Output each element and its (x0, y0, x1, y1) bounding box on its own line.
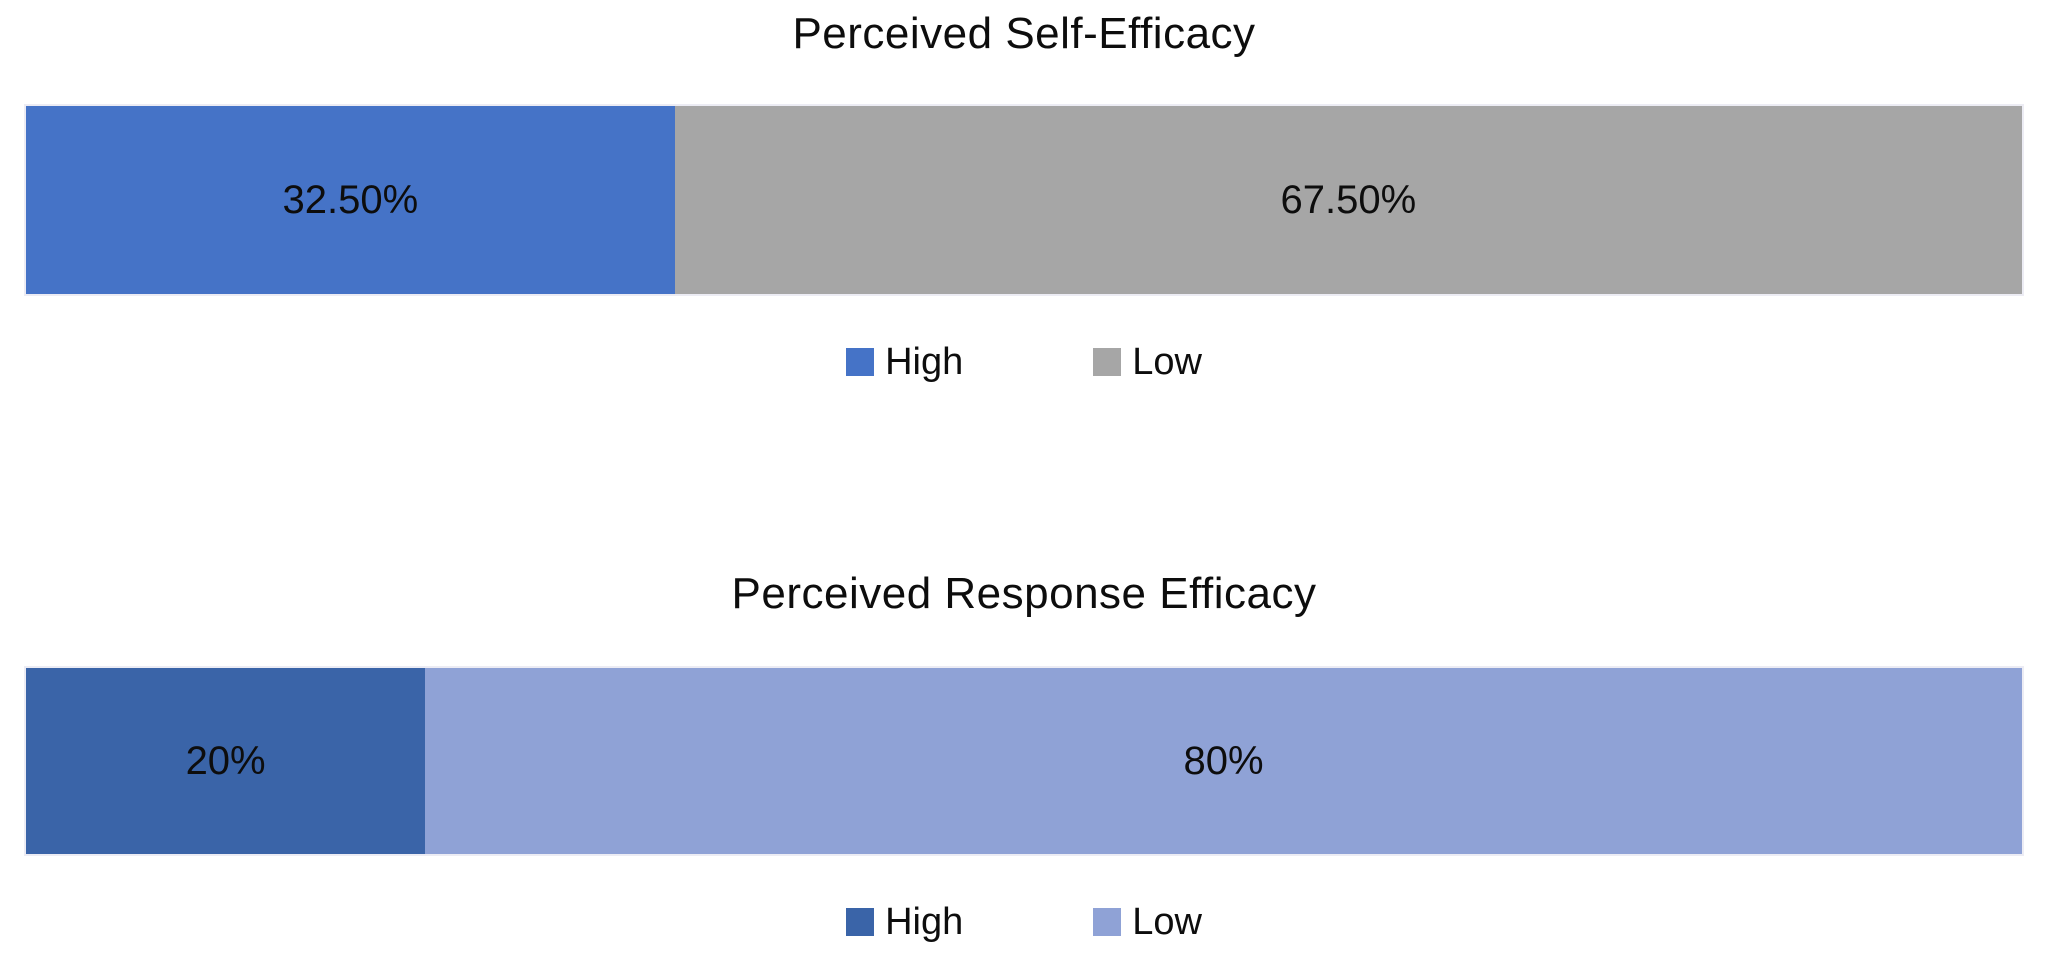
bar-segment-high: 32.50% (26, 106, 675, 294)
legend-item-high: High (846, 900, 963, 944)
legend-swatch-low-icon (1093, 908, 1122, 936)
bar-segment-low: 67.50% (674, 106, 2022, 294)
chart-response-efficacy: Perceived Response Efficacy 20% 80% High… (24, 568, 2024, 944)
bar-segment-high: 20% (26, 668, 426, 854)
legend-item-low: Low (1093, 340, 1202, 384)
data-label-low: 67.50% (1280, 177, 1417, 222)
legend-swatch-low-icon (1093, 348, 1122, 376)
legend-label-high: High (885, 341, 964, 383)
stacked-bar: 20% 80% (24, 666, 2024, 856)
data-label-low: 80% (1183, 738, 1264, 783)
legend-label-high: High (885, 901, 964, 943)
legend: High Low (24, 340, 2024, 384)
legend-item-low: Low (1093, 900, 1202, 944)
data-label-high: 20% (185, 738, 266, 783)
legend-item-high: High (846, 340, 963, 384)
legend-swatch-high-icon (846, 348, 875, 376)
legend-label-low: Low (1132, 341, 1202, 383)
stacked-bar: 32.50% 67.50% (24, 104, 2024, 296)
chart-self-efficacy: Perceived Self-Efficacy 32.50% 67.50% Hi… (24, 8, 2024, 384)
legend: High Low (24, 900, 2024, 944)
legend-label-low: Low (1132, 901, 1202, 943)
legend-swatch-high-icon (846, 908, 875, 936)
bar-segment-low: 80% (425, 668, 2022, 854)
chart-title: Perceived Response Efficacy (731, 569, 1317, 618)
data-label-high: 32.50% (282, 177, 419, 222)
chart-title: Perceived Self-Efficacy (792, 9, 1256, 58)
